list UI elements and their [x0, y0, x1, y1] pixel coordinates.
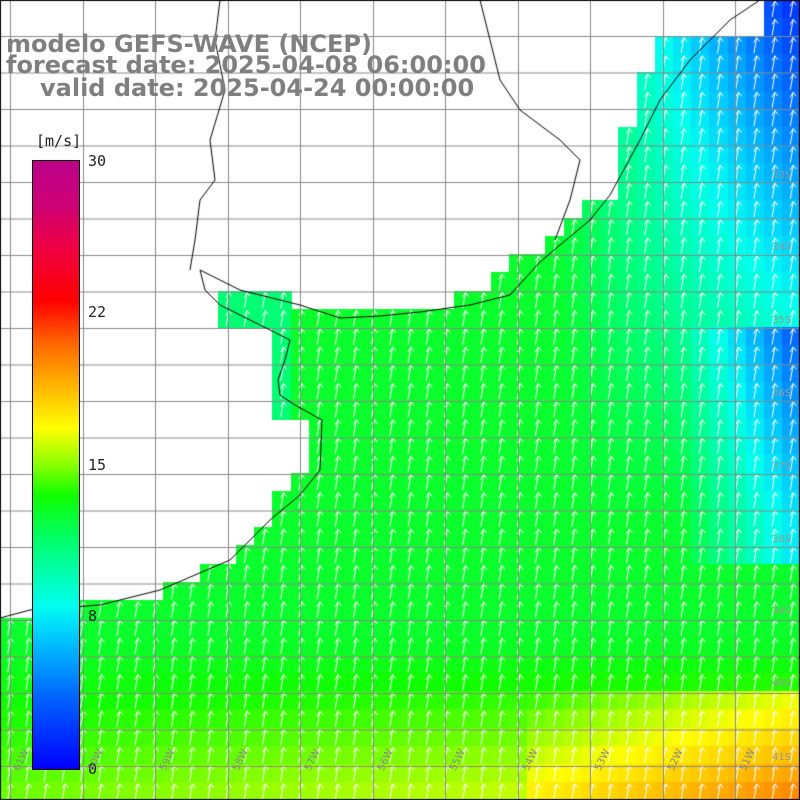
colorbar: [32, 160, 80, 770]
model-title: modelo GEFS-WAVE (NCEP): [6, 30, 372, 58]
colorbar-unit: [m/s]: [36, 132, 82, 150]
lat-label: 39S: [772, 606, 792, 617]
valid-date: valid date: 2025-04-24 00:00:00: [40, 74, 475, 102]
colorbar-tick-15: 15: [88, 456, 107, 474]
lat-label: 40S: [772, 678, 792, 689]
lat-label: 36S: [772, 388, 792, 399]
forecast-date: forecast date: 2025-04-08 06:00:00: [6, 51, 486, 79]
colorbar-tick-30: 30: [88, 152, 107, 170]
lat-label: 38S: [772, 534, 792, 545]
colorbar-tick-0: 0: [88, 760, 98, 778]
lat-label: 41S: [772, 752, 792, 763]
lat-label: 33S: [772, 170, 792, 181]
lat-label: 37S: [772, 461, 792, 472]
colorbar-tick-22: 22: [88, 303, 107, 321]
lat-label: 35S: [772, 315, 792, 326]
colorbar-tick-8: 8: [88, 607, 98, 625]
lat-label: 34S: [772, 242, 792, 253]
